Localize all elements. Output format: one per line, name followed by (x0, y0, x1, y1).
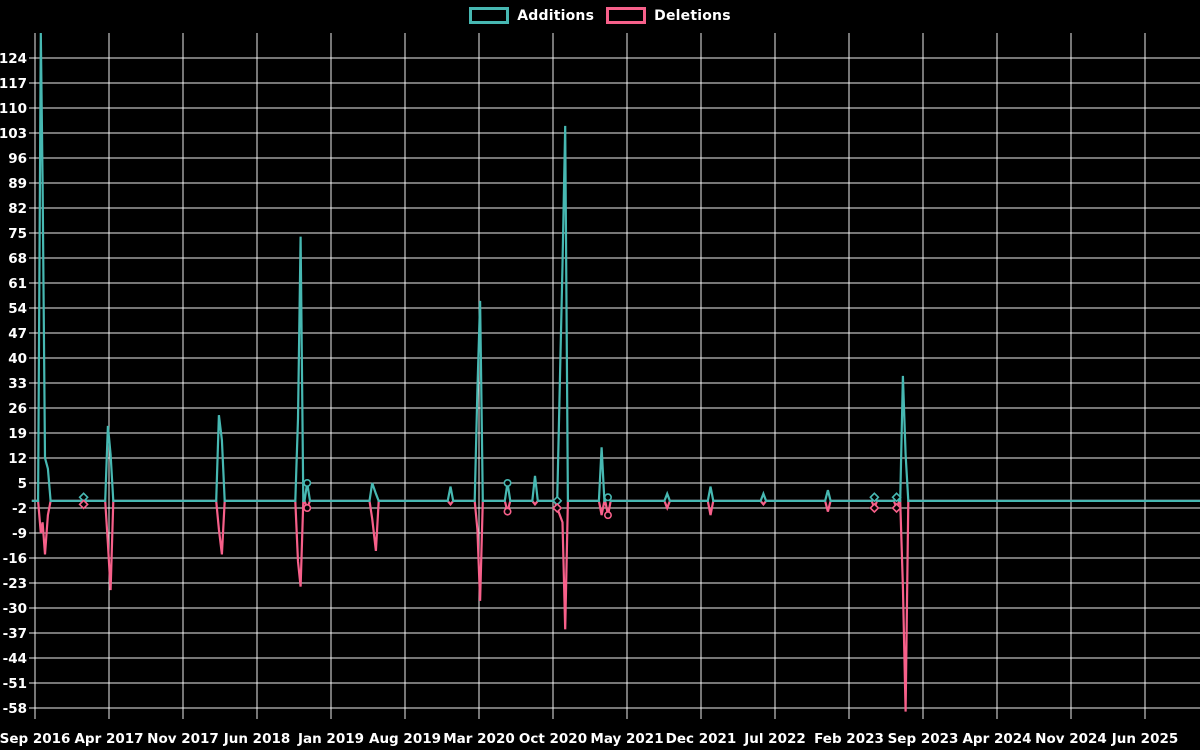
deletions-point-marker (869, 502, 880, 514)
y-tick-label: 47 (8, 326, 27, 342)
y-tick-label: 40 (8, 351, 27, 367)
legend-item-deletions[interactable]: Deletions (606, 7, 731, 24)
y-tick-label: 61 (8, 276, 27, 292)
additions-swatch (469, 7, 510, 24)
x-tick-label: Feb 2023 (814, 731, 884, 747)
additions-point-marker (891, 492, 902, 503)
series-group (31, 33, 1200, 712)
x-tick-label: Apr 2017 (74, 731, 143, 747)
chart-legend: Additions Deletions (0, 7, 1200, 24)
additions-point-marker (503, 478, 512, 487)
additions-point-marker (303, 478, 312, 487)
deletions-point-marker (503, 507, 512, 516)
additions-line (31, 33, 1200, 502)
additions-legend-label: Additions (517, 7, 595, 24)
y-tick-label: -9 (12, 526, 27, 542)
y-tick-label: 117 (0, 76, 27, 92)
y-tick-label: 110 (0, 101, 27, 117)
deletions-point-marker (78, 499, 89, 510)
x-tick-label: Jul 2022 (743, 731, 806, 747)
y-tick-label: 54 (8, 301, 27, 317)
x-tick-label: Sep 2023 (888, 731, 959, 747)
y-tick-label: 82 (8, 201, 27, 217)
y-tick-label: -51 (3, 676, 27, 692)
y-tick-label: 12 (8, 451, 27, 467)
y-tick-label: 75 (8, 226, 27, 242)
deletions-point-marker (891, 502, 902, 514)
deletions-point-marker (303, 503, 312, 512)
x-tick-label: Nov 2017 (147, 731, 219, 747)
additions-point-marker (869, 492, 880, 503)
y-tick-label: -30 (3, 601, 27, 617)
y-tick-label: 96 (8, 151, 27, 167)
y-tick-label: 33 (8, 376, 27, 392)
x-tick-label: Sep 2016 (0, 731, 70, 747)
x-tick-label: Apr 2024 (962, 731, 1031, 747)
y-tick-label: -44 (3, 651, 27, 667)
x-tick-label: May 2021 (590, 731, 663, 747)
deletions-point-marker (552, 502, 563, 514)
y-tick-label: -58 (3, 701, 27, 717)
y-tick-label: -37 (3, 626, 27, 642)
y-tick-label: -16 (3, 551, 27, 567)
deletions-line (31, 499, 1200, 712)
y-tick-label: 103 (0, 126, 27, 142)
x-tick-label: Jan 2019 (297, 731, 364, 747)
deletions-swatch (606, 7, 647, 24)
y-tick-label: 124 (0, 51, 27, 67)
y-tick-label: -23 (3, 576, 27, 592)
y-tick-label: 89 (8, 176, 27, 192)
deletions-legend-label: Deletions (654, 7, 731, 24)
x-tick-label: Dec 2021 (666, 731, 737, 747)
x-tick-label: Aug 2019 (369, 731, 441, 747)
deletions-point-marker (603, 511, 612, 520)
y-tick-label: 26 (8, 401, 27, 417)
y-tick-label: 19 (8, 426, 27, 442)
legend-item-additions[interactable]: Additions (469, 7, 594, 24)
x-tick-label: Jun 2025 (1111, 731, 1179, 747)
y-tick-label: 5 (18, 476, 27, 492)
y-tick-label: -2 (12, 501, 27, 517)
x-tick-label: Mar 2020 (443, 731, 514, 747)
y-tick-label: 68 (8, 251, 27, 267)
x-tick-label: Jun 2018 (223, 731, 291, 747)
x-tick-label: Nov 2024 (1035, 731, 1107, 747)
x-tick-label: Oct 2020 (519, 731, 587, 747)
additions-point-marker (603, 493, 612, 502)
